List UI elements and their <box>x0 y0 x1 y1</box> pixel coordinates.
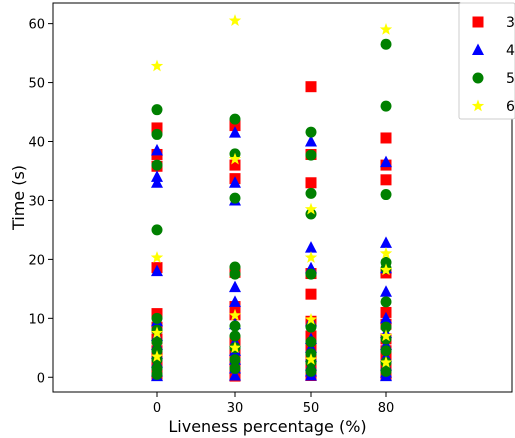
data-point-series-6 <box>304 251 318 263</box>
legend-entry-6: 6 <box>506 99 515 115</box>
data-point-series-3 <box>305 177 317 189</box>
data-point-series-4 <box>380 236 392 248</box>
data-point-series-6 <box>228 341 242 354</box>
data-point-series-6 <box>379 329 393 342</box>
data-point-series-5 <box>305 336 317 348</box>
data-point-series-5 <box>380 296 392 308</box>
data-point-series-6 <box>150 251 164 263</box>
data-point-series-5 <box>380 365 392 377</box>
data-point-series-6 <box>228 14 242 26</box>
data-point-series-6 <box>150 59 164 72</box>
legend-box <box>458 2 515 120</box>
data-point-series-5 <box>229 268 241 280</box>
data-point-series-4 <box>380 311 392 324</box>
data-point-series-6 <box>150 350 164 362</box>
data-point-series-4 <box>151 170 163 182</box>
data-point-series-4 <box>229 280 241 293</box>
data-point-series-5 <box>229 354 241 366</box>
data-point-series-3 <box>229 159 241 171</box>
data-point-series-5 <box>151 224 163 236</box>
plot-frame <box>52 2 513 393</box>
y-tick-label: 10 <box>28 312 45 327</box>
data-point-series-6 <box>304 313 318 325</box>
x-tick-label: 30 <box>227 401 244 416</box>
data-point-series-5 <box>380 38 392 50</box>
y-tick-label: 50 <box>28 77 45 92</box>
y-axis-label: Time (s) <box>9 165 28 231</box>
data-point-series-5 <box>151 159 163 171</box>
data-point-series-4 <box>305 135 317 147</box>
data-point-series-5 <box>151 104 163 116</box>
data-point-series-3 <box>305 288 317 300</box>
data-point-series-6 <box>150 326 164 339</box>
data-point-series-5 <box>305 268 317 280</box>
data-point-series-5 <box>229 320 241 332</box>
data-point-series-5 <box>229 113 241 125</box>
data-point-series-4 <box>151 143 163 156</box>
legend-marker-4 <box>472 43 484 55</box>
y-tick-label: 30 <box>28 194 45 209</box>
x-tick-label: 50 <box>303 401 320 416</box>
legend-marker-5 <box>472 72 484 84</box>
data-point-series-4 <box>229 176 241 188</box>
data-point-series-5 <box>380 189 392 201</box>
data-point-series-4 <box>229 295 241 307</box>
data-point-series-4 <box>380 155 392 168</box>
data-point-series-6 <box>379 356 393 368</box>
data-point-series-3 <box>229 120 241 132</box>
data-point-series-6 <box>379 263 393 276</box>
y-tick-label: 20 <box>28 253 45 268</box>
legend-entry-4: 4 <box>506 43 515 59</box>
plot-area <box>52 2 513 393</box>
data-point-series-5 <box>305 365 317 377</box>
data-point-series-5 <box>380 100 392 112</box>
x-tick-label: 0 <box>153 401 161 416</box>
data-point-series-4 <box>151 176 163 188</box>
legend-marker-6 <box>471 99 485 112</box>
legend-marker-3 <box>472 16 484 28</box>
x-axis-label: Liveness percentage (%) <box>168 417 366 436</box>
data-point-series-5 <box>229 362 241 374</box>
data-point-series-3 <box>151 122 163 134</box>
data-point-series-5 <box>380 321 392 333</box>
legend-entry-5: 5 <box>506 71 515 87</box>
data-point-series-6 <box>304 202 318 215</box>
data-point-series-5 <box>151 312 163 324</box>
data-point-series-4 <box>229 368 241 381</box>
y-tick-label: 0 <box>37 371 45 386</box>
data-point-series-5 <box>151 336 163 348</box>
data-point-series-6 <box>379 23 393 35</box>
data-point-series-3 <box>380 132 392 144</box>
data-point-series-4 <box>305 241 317 253</box>
data-point-series-5 <box>305 321 317 333</box>
data-point-series-4 <box>229 126 241 138</box>
data-point-series-5 <box>229 192 241 204</box>
axes: 0 10 20 30 40 50 60 0 30 50 80 <box>28 18 394 416</box>
y-tick-label: 40 <box>28 136 45 151</box>
data-point-series-3 <box>380 174 392 186</box>
data-point-series-5 <box>229 330 241 342</box>
data-point-series-5 <box>305 126 317 138</box>
legend: 3 4 5 6 <box>458 2 515 120</box>
data-point-series-5 <box>305 149 317 161</box>
data-point-series-3 <box>305 81 317 93</box>
data-point-series-4 <box>380 285 392 297</box>
data-point-series-4 <box>151 264 163 277</box>
data-point-series-5 <box>151 368 163 380</box>
data-point-series-5 <box>305 187 317 199</box>
data-point-series-6 <box>228 152 242 165</box>
y-tick-label: 60 <box>28 18 45 33</box>
legend-entry-3: 3 <box>506 15 515 31</box>
x-tick-label: 80 <box>378 401 395 416</box>
data-point-series-6 <box>379 246 393 259</box>
data-point-series-5 <box>151 128 163 140</box>
data-points <box>150 14 393 382</box>
data-point-series-6 <box>228 308 242 321</box>
data-point-series-5 <box>380 345 392 357</box>
data-point-series-6 <box>304 353 318 365</box>
